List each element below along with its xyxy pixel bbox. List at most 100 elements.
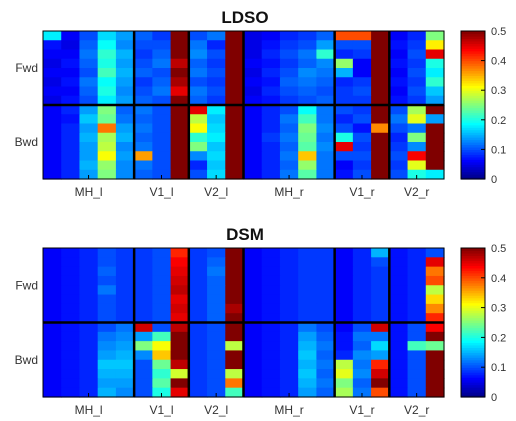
heatmap-cell bbox=[261, 40, 281, 51]
colorbar-segment bbox=[461, 55, 485, 59]
colorbar-segment bbox=[461, 248, 485, 252]
colorbar-segment bbox=[461, 70, 485, 74]
heatmap-cell bbox=[43, 132, 62, 143]
heatmap-cell bbox=[61, 31, 81, 41]
heatmap-cell bbox=[134, 387, 153, 398]
heatmap-cell bbox=[43, 86, 62, 97]
heatmap-cell bbox=[61, 275, 81, 286]
heatmap-cell bbox=[371, 132, 390, 143]
heatmap-cell bbox=[152, 31, 172, 41]
heatmap-cell bbox=[407, 86, 427, 97]
heatmap-cell bbox=[79, 248, 99, 258]
heatmap-cell bbox=[170, 387, 190, 398]
colorbar-segment bbox=[461, 364, 485, 368]
heatmap-cell bbox=[152, 322, 172, 333]
colorbar-segment bbox=[461, 384, 485, 388]
heatmap-cell bbox=[134, 95, 153, 106]
heatmap-cell bbox=[134, 114, 153, 125]
heatmap-cell bbox=[407, 331, 427, 342]
column-label: V1_r bbox=[349, 185, 374, 199]
heatmap-cell bbox=[61, 68, 81, 78]
colorbar-segment bbox=[461, 117, 485, 121]
colorbar-segment bbox=[461, 97, 485, 101]
heatmap-cell bbox=[261, 105, 281, 115]
heatmap-cell bbox=[188, 266, 208, 277]
heatmap-cell bbox=[316, 387, 336, 398]
heatmap-cell bbox=[115, 169, 135, 180]
heatmap-cell bbox=[298, 378, 318, 389]
heatmap-cell bbox=[115, 40, 135, 51]
heatmap-cell bbox=[407, 369, 427, 379]
heatmap-cell bbox=[225, 313, 245, 324]
heatmap-cell bbox=[261, 95, 281, 106]
heatmap-cell bbox=[207, 105, 226, 115]
colorbar-segment bbox=[461, 137, 485, 141]
heatmap-cell bbox=[243, 31, 263, 41]
heatmap-cell bbox=[97, 77, 117, 88]
heatmap-cell bbox=[243, 341, 263, 352]
colorbar-segment bbox=[461, 327, 485, 331]
heatmap-cell bbox=[170, 303, 190, 314]
heatmap-cell bbox=[79, 68, 99, 78]
heatmap-cell bbox=[97, 285, 117, 296]
heatmap-cell bbox=[316, 248, 336, 258]
heatmap-cell bbox=[43, 322, 62, 333]
heatmap-cell bbox=[97, 387, 117, 398]
heatmap-cell bbox=[279, 341, 299, 352]
heatmap-cell bbox=[61, 322, 81, 333]
heatmap-cell bbox=[243, 322, 263, 333]
colorbar-segment bbox=[461, 295, 485, 299]
heatmap-cell bbox=[207, 160, 226, 171]
heatmap-cell bbox=[298, 387, 318, 398]
heatmap-cell bbox=[134, 313, 153, 324]
colorbar-segment bbox=[461, 31, 485, 35]
heatmap-cell bbox=[243, 248, 263, 258]
heatmap-cell bbox=[425, 341, 445, 352]
heatmap-cell bbox=[425, 77, 445, 88]
heatmap-cell bbox=[371, 313, 390, 324]
heatmap-cell bbox=[152, 160, 172, 171]
heatmap-cell bbox=[316, 350, 336, 361]
heatmap-cell bbox=[425, 266, 445, 277]
heatmap-cell bbox=[43, 369, 62, 379]
heatmap-cell bbox=[188, 77, 208, 88]
heatmap-cell bbox=[225, 303, 245, 314]
colorbar-segment bbox=[461, 134, 485, 138]
heatmap-cell bbox=[134, 331, 153, 342]
column-label: V1_l bbox=[149, 403, 173, 417]
heatmap-cell bbox=[115, 132, 135, 143]
heatmap-cell bbox=[115, 49, 135, 60]
heatmap-cell bbox=[152, 369, 172, 379]
heatmap-cell bbox=[225, 105, 245, 115]
heatmap-cell bbox=[170, 58, 190, 69]
heatmap-cell bbox=[316, 294, 336, 305]
colorbar-segment bbox=[461, 48, 485, 52]
colorbar-segment bbox=[461, 334, 485, 338]
heatmap-cell bbox=[115, 105, 135, 115]
heatmap-cell bbox=[243, 123, 263, 134]
colorbar-segment bbox=[461, 312, 485, 316]
heatmap-cell bbox=[188, 341, 208, 352]
heatmap-cell bbox=[371, 294, 390, 305]
heatmap-cell bbox=[115, 313, 135, 324]
heatmap-cell bbox=[371, 77, 390, 88]
heatmap-cell bbox=[134, 266, 153, 277]
heatmap-cell bbox=[279, 31, 299, 41]
heatmap-cell bbox=[279, 49, 299, 60]
heatmap-cell bbox=[188, 303, 208, 314]
heatmap-cell bbox=[97, 359, 117, 370]
colorbar-tick-label: 0.3 bbox=[491, 303, 506, 315]
heatmap-cell bbox=[97, 105, 117, 115]
heatmap-cell bbox=[188, 369, 208, 379]
colorbar-segment bbox=[461, 320, 485, 324]
heatmap-cell bbox=[352, 151, 372, 162]
heatmap-cell bbox=[61, 303, 81, 314]
heatmap-cell bbox=[43, 285, 62, 296]
heatmap-cell bbox=[425, 359, 445, 370]
colorbar-segment bbox=[461, 60, 485, 64]
heatmap-cell bbox=[261, 341, 281, 352]
heatmap-cell bbox=[407, 350, 427, 361]
heatmap-cell bbox=[389, 303, 409, 314]
heatmap-cell bbox=[97, 151, 117, 162]
heatmap-cell bbox=[115, 341, 135, 352]
